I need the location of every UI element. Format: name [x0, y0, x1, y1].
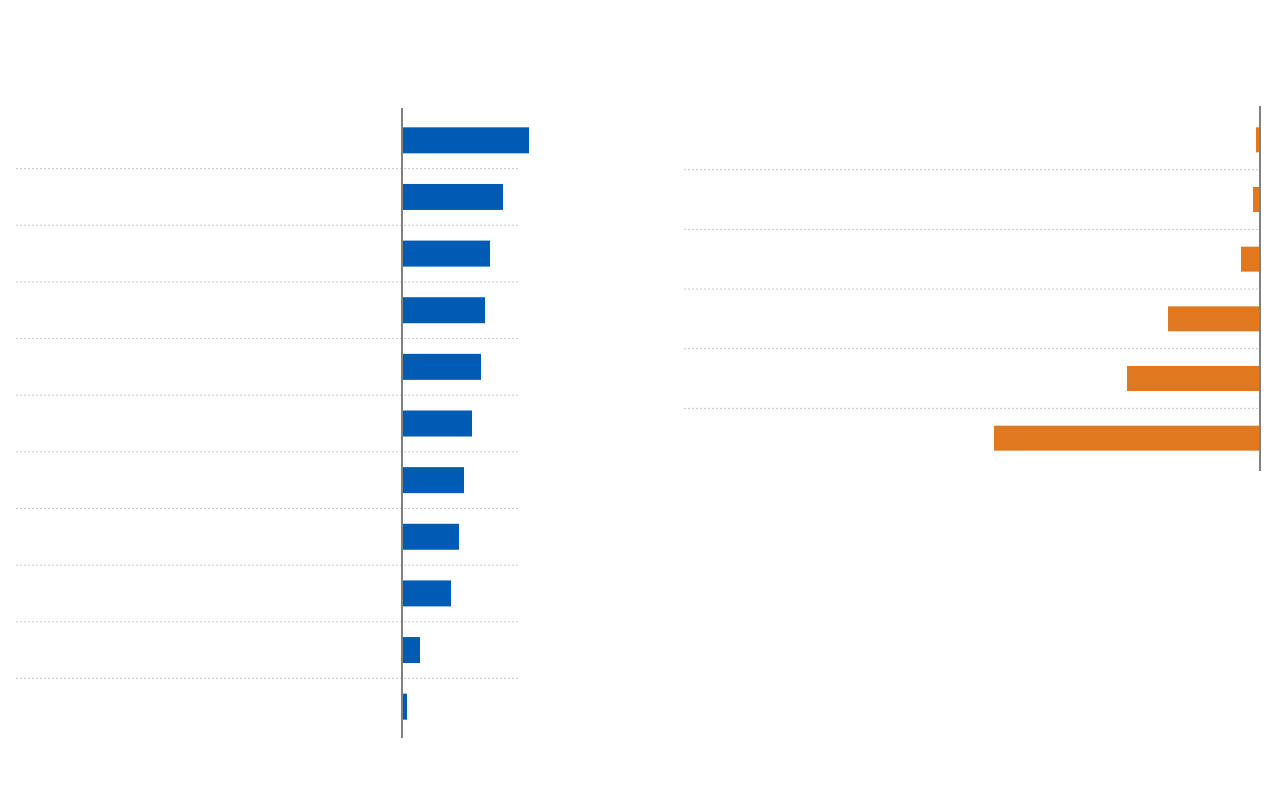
bar [1253, 187, 1260, 212]
bar [402, 240, 490, 267]
bar [402, 183, 503, 210]
bar [402, 297, 485, 324]
bar [402, 637, 420, 664]
bar [402, 523, 459, 550]
bar [402, 410, 472, 437]
bar [1241, 246, 1260, 272]
bar [1168, 306, 1260, 332]
bar [1127, 366, 1260, 391]
bar [402, 127, 529, 154]
bar [994, 425, 1260, 451]
bar [402, 467, 464, 494]
bar [402, 353, 481, 380]
bar [402, 580, 451, 607]
bar [1256, 127, 1260, 153]
bar [402, 693, 407, 720]
